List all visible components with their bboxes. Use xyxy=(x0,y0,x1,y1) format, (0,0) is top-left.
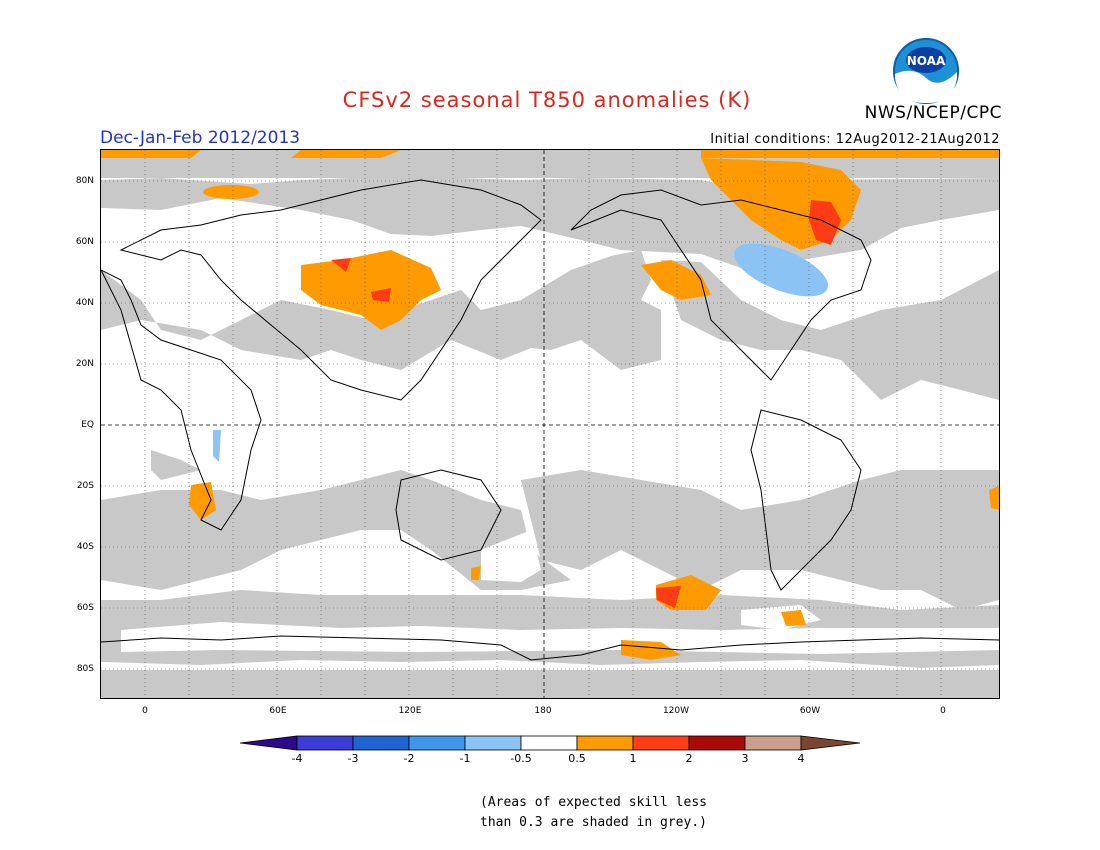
lat-label-20s: 20S xyxy=(76,481,94,491)
colorbar xyxy=(240,735,862,751)
lat-label-20n: 20N xyxy=(75,359,94,369)
logo-text: NOAA xyxy=(907,54,946,68)
lon-label-120w: 120W xyxy=(662,706,690,716)
colorbar-label: 2 xyxy=(685,752,693,765)
lon-label-0: 0 xyxy=(142,706,148,716)
colorbar-label: -3 xyxy=(347,752,359,765)
lat-label-80n: 80N xyxy=(75,176,94,186)
lon-label-0-right: 0 xyxy=(940,706,946,716)
lon-label-60w: 60W xyxy=(799,706,821,716)
equator-dateline xyxy=(101,150,999,698)
lat-label-40n: 40N xyxy=(75,298,94,308)
colorbar-label: 0.5 xyxy=(568,752,586,765)
colorbar-label: -4 xyxy=(291,752,303,765)
map-canvas xyxy=(101,150,999,698)
graticule xyxy=(101,150,999,698)
lat-label-60s: 60S xyxy=(76,603,94,613)
initial-conditions-label: Initial conditions: 12Aug2012-21Aug2012 xyxy=(710,132,1000,147)
colorbar-label: -0.5 xyxy=(510,752,532,765)
agency-label: NWS/NCEP/CPC xyxy=(864,103,1002,123)
noaa-logo: NOAA xyxy=(893,38,959,104)
colorbar-label: 1 xyxy=(629,752,637,765)
lat-label-40s: 40S xyxy=(76,542,94,552)
skill-grey-shading xyxy=(101,150,999,698)
lat-label-eq: EQ xyxy=(81,420,94,430)
colorbar-label: 4 xyxy=(797,752,805,765)
coastlines xyxy=(101,179,999,661)
strong-warm-anomaly-regions xyxy=(331,200,841,608)
map-title: CFSv2 seasonal T850 anomalies (K) xyxy=(342,88,752,112)
lon-label-120e: 120E xyxy=(398,706,422,716)
cold-anomaly-regions xyxy=(213,243,828,462)
colorbar-label: -1 xyxy=(459,752,471,765)
colorbar-label: -2 xyxy=(403,752,415,765)
skill-note-line-1: (Areas of expected skill less xyxy=(480,795,707,810)
lat-label-60n: 60N xyxy=(75,237,94,247)
skill-note-line-2: than 0.3 are shaded in grey.) xyxy=(480,815,707,830)
period-label: Dec-Jan-Feb 2012/2013 xyxy=(100,128,301,148)
colorbar-label: 3 xyxy=(741,752,749,765)
lon-label-180: 180 xyxy=(534,706,552,716)
lat-label-80s: 80S xyxy=(76,664,94,674)
anomaly-map xyxy=(100,149,1000,699)
skill-note: (Areas of expected skill less than 0.3 ar… xyxy=(480,793,707,833)
lon-label-60e: 60E xyxy=(269,706,287,716)
